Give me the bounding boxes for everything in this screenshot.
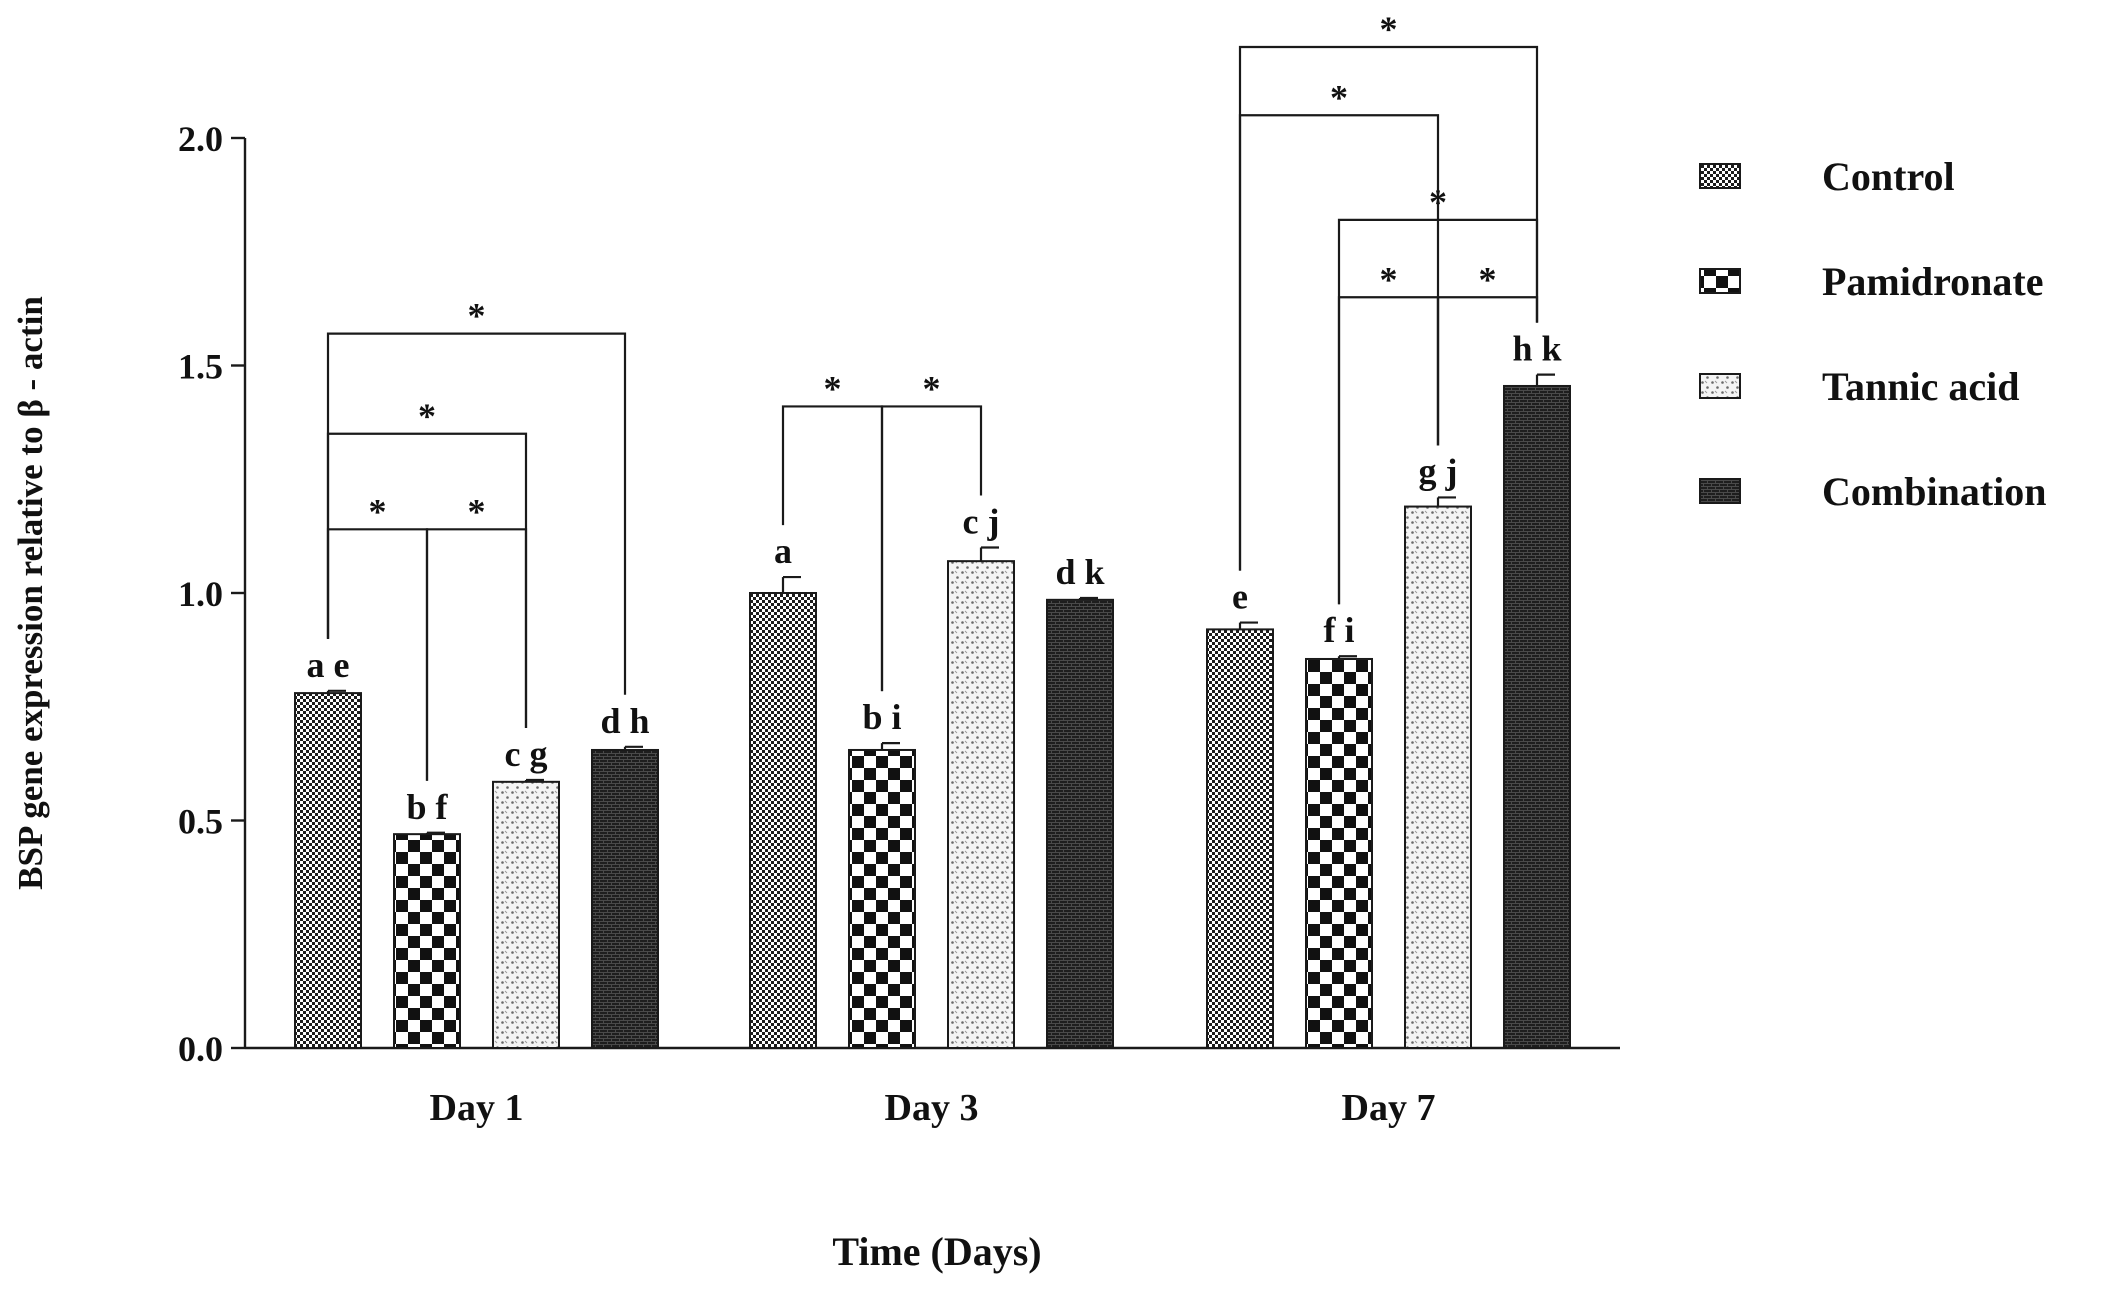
bar-combination-day-7: [1504, 385, 1570, 1049]
x-tick-label: Day 7: [1342, 1087, 1436, 1129]
legend-swatch-outline: [1699, 373, 1741, 399]
significance-bracket: [880, 405, 983, 692]
bar-significance-letters: b f: [406, 787, 448, 827]
bar-pamidronate-day-7: [1306, 658, 1372, 1048]
bar-control-day-3: [750, 593, 816, 1048]
significance-star: *: [1429, 182, 1447, 222]
bar-significance-letters: d k: [1055, 552, 1104, 592]
axes: 0.0 0.5 1.0 1.5 2.0 Day 1 Day 3 Day 7: [178, 119, 1620, 1129]
significance-bracket: [1436, 296, 1539, 446]
bar-significance-letters: c j: [963, 502, 1000, 542]
y-tick-label: 1.0: [178, 574, 223, 614]
bar-significance-letters: f i: [1324, 610, 1355, 650]
x-tick-label: Day 1: [430, 1087, 524, 1129]
significance-star: *: [468, 296, 486, 336]
significance-star: *: [1380, 9, 1398, 49]
significance-star: *: [923, 368, 941, 408]
legend-swatch-pamidronate: [1700, 269, 1740, 293]
legend-label: Control: [1822, 154, 1955, 199]
significance-bracket: [1238, 45, 1539, 571]
significance-star: *: [1380, 259, 1398, 299]
significance-star: *: [824, 368, 842, 408]
legend-label: Pamidronate: [1822, 259, 2043, 304]
bar-tannic-acid-day-3: [948, 561, 1014, 1048]
legend-swatch-outline: [1699, 163, 1741, 189]
y-axis-label: BSP gene expression relative to β - acti…: [11, 296, 50, 890]
legend-swatch-outline: [1699, 478, 1741, 504]
significance-bracket: [425, 528, 528, 781]
legend-swatch-outline: [1699, 268, 1741, 294]
bar-control-day-7: [1207, 629, 1273, 1048]
y-tick-label: 2.0: [178, 119, 223, 159]
significance-brackets: * * * * * * * * * * *: [326, 9, 1539, 781]
significance-star: *: [1330, 77, 1348, 117]
bar-significance-letters: c g: [505, 734, 548, 774]
bar-tannic-acid-day-1: [493, 781, 559, 1048]
legend-label: Combination: [1822, 469, 2047, 514]
bar-significance-letters: g j: [1419, 451, 1458, 491]
y-tick-label: 1.5: [178, 347, 223, 387]
x-axis-label: Time (Days): [832, 1229, 1041, 1274]
bar-pamidronate-day-3: [849, 749, 915, 1048]
significance-star: *: [418, 396, 436, 436]
y-tick-label: 0.5: [178, 802, 223, 842]
significance-star: *: [369, 491, 387, 531]
bar-control-day-1: [295, 693, 361, 1048]
bar-pamidronate-day-1: [394, 834, 460, 1048]
bar-significance-letters: a: [774, 531, 792, 571]
legend-swatch-control: [1700, 164, 1740, 188]
significance-star: *: [1479, 259, 1497, 299]
bar-significance-letters: d h: [600, 701, 649, 741]
bar-significance-letters: h k: [1512, 329, 1561, 369]
significance-bracket: [1238, 114, 1440, 571]
bar-significance-letters: b i: [862, 697, 901, 737]
bar-significance-letters: a e: [307, 645, 350, 685]
bar-significance-letters: e: [1232, 577, 1248, 617]
y-tick-label: 0.0: [178, 1029, 223, 1069]
legend: Control Pamidronate Tannic acid Combination: [1699, 154, 2047, 514]
bars: a e b f c g d h a b i c j d k e f i g j h k: [294, 329, 1571, 1050]
bar-combination-day-3: [1047, 599, 1113, 1048]
x-tick-label: Day 3: [885, 1087, 979, 1129]
legend-label: Tannic acid: [1822, 364, 2019, 409]
bar-tannic-acid-day-7: [1405, 506, 1471, 1048]
significance-star: *: [468, 491, 486, 531]
legend-swatch-combination: [1700, 479, 1740, 503]
bar-combination-day-1: [592, 749, 658, 1048]
legend-swatch-tannic-acid: [1700, 374, 1740, 398]
